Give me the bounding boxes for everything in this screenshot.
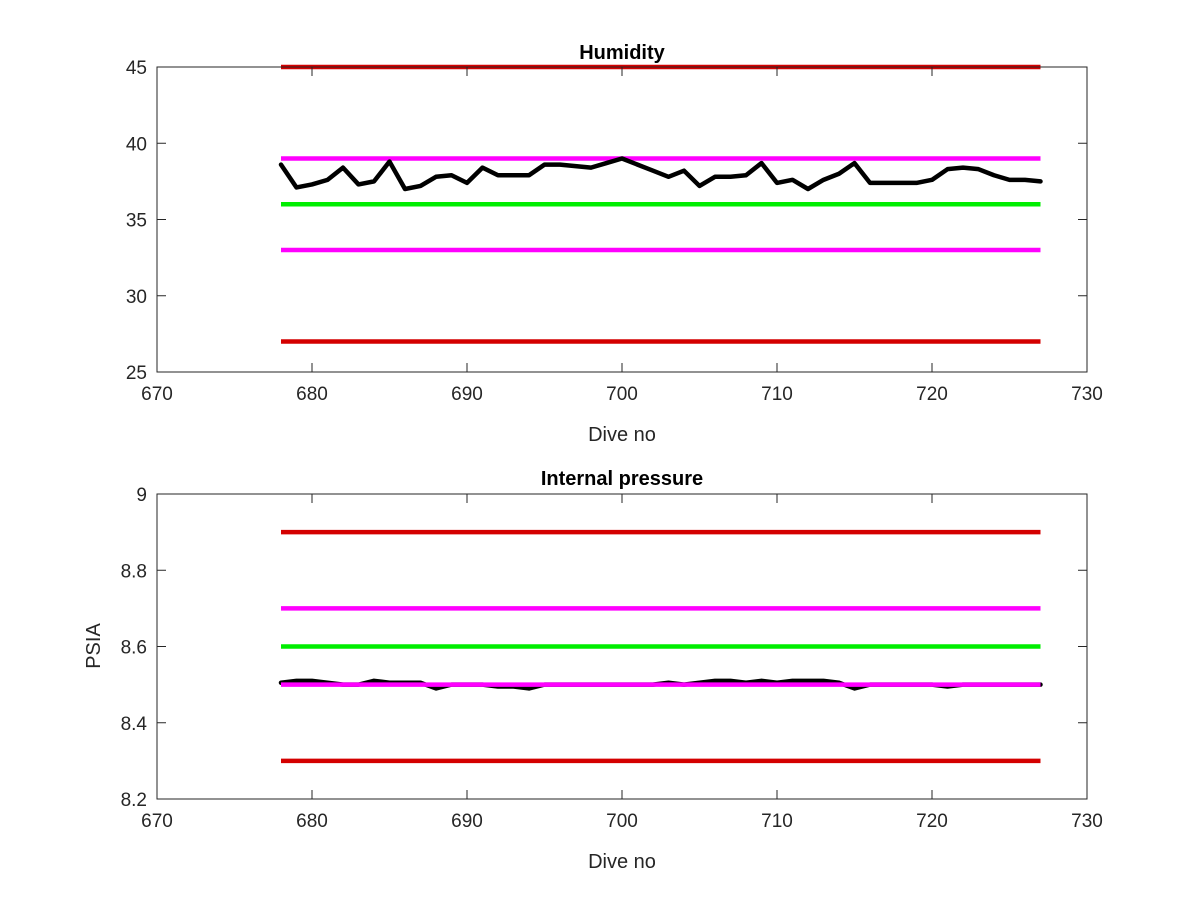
pressure-panel: 670 680 690 700 710 720 730 8.2 8.4 8.6 8.8 9 Inter… bbox=[83, 468, 1103, 873]
pressure-ticks: 670 680 690 700 710 720 730 8.2 8.4 8.6 8.8 9 bbox=[121, 485, 1103, 832]
humidity-x-tick-label-3: 700 bbox=[606, 384, 638, 405]
humidity-y-tick-label-3: 40 bbox=[126, 134, 147, 155]
pressure-x-tick-label-5: 720 bbox=[916, 811, 948, 832]
pressure-x-tick-label-3: 700 bbox=[606, 811, 638, 832]
humidity-x-tick-label-0: 670 bbox=[141, 384, 173, 405]
humidity-y-tick-label-1: 30 bbox=[126, 287, 147, 308]
pressure-y-tick-label-0: 8.2 bbox=[121, 790, 147, 811]
pressure-x-tick-label-6: 730 bbox=[1071, 811, 1103, 832]
pressure-y-tick-label-4: 9 bbox=[136, 485, 147, 506]
pressure-reference-lines bbox=[281, 529, 1041, 764]
humidity-x-axis-label: Dive no bbox=[588, 424, 656, 446]
humidity-y-tick-label-2: 35 bbox=[126, 211, 147, 232]
humidity-x-tick-label-6: 730 bbox=[1071, 384, 1103, 405]
humidity-x-tick-label-1: 680 bbox=[296, 384, 328, 405]
pressure-x-tick-label-4: 710 bbox=[761, 811, 793, 832]
pressure-title: Internal pressure bbox=[541, 468, 703, 490]
humidity-plot-area bbox=[157, 67, 1087, 372]
pressure-x-axis-label: Dive no bbox=[588, 851, 656, 873]
humidity-panel: 670 680 690 700 710 720 730 25 30 35 40 45 Humidity… bbox=[126, 42, 1103, 446]
humidity-x-tick-label-2: 690 bbox=[451, 384, 483, 405]
pressure-y-tick-label-1: 8.4 bbox=[121, 714, 148, 735]
humidity-x-tick-label-4: 710 bbox=[761, 384, 793, 405]
pressure-y-tick-label-3: 8.8 bbox=[121, 561, 147, 582]
pressure-x-tick-label-1: 680 bbox=[296, 811, 328, 832]
humidity-y-tick-label-0: 25 bbox=[126, 363, 147, 384]
humidity-x-tick-label-5: 720 bbox=[916, 384, 948, 405]
pressure-x-tick-label-2: 690 bbox=[451, 811, 483, 832]
humidity-series-line-0 bbox=[278, 156, 1043, 192]
pressure-y-tick-label-2: 8.6 bbox=[121, 638, 147, 659]
pressure-y-axis-label: PSIA bbox=[83, 623, 105, 669]
humidity-title: Humidity bbox=[579, 42, 665, 64]
pressure-x-tick-label-0: 670 bbox=[141, 811, 173, 832]
humidity-y-tick-label-4: 45 bbox=[126, 58, 147, 79]
humidity-ticks: 670 680 690 700 710 720 730 25 30 35 40 45 bbox=[126, 58, 1103, 405]
humidity-series bbox=[278, 156, 1043, 192]
